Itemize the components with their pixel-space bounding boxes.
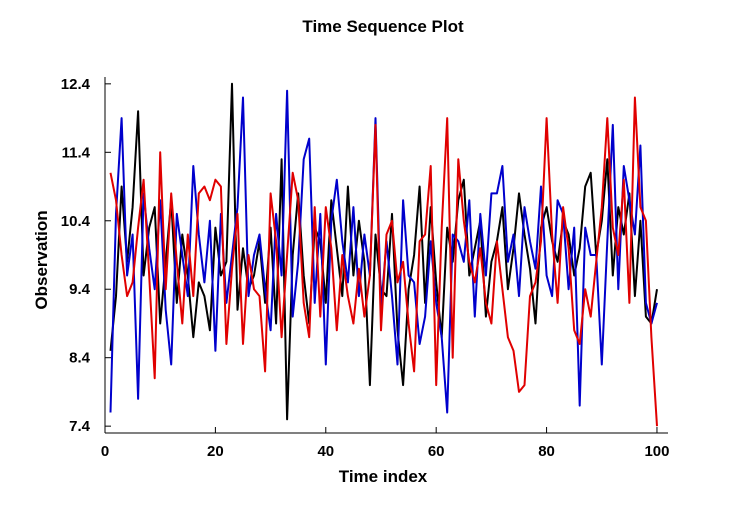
- series-lines: [109, 82, 658, 427]
- x-tick-label: 60: [428, 443, 445, 460]
- x-axis-label: Time index: [339, 467, 428, 486]
- y-tick-label: 10.4: [61, 213, 91, 230]
- x-tick-label: 0: [101, 443, 109, 460]
- y-axis-ticks: 7.4 8.4 9.4 10.4 11.4 12.4: [61, 76, 111, 435]
- chart-title: Time Sequence Plot: [302, 17, 464, 36]
- x-tick-label: 40: [317, 443, 334, 460]
- y-tick-label: 11.4: [62, 144, 91, 161]
- y-tick-label: 8.4: [69, 350, 91, 367]
- x-tick-label: 100: [644, 443, 669, 460]
- x-tick-label: 20: [207, 443, 224, 460]
- plot-frame: [104, 77, 668, 434]
- y-tick-label: 7.4: [69, 418, 91, 435]
- series-line-3: [109, 96, 658, 427]
- y-tick-label: 9.4: [69, 281, 91, 298]
- series-line-2: [109, 89, 658, 414]
- x-axis-ticks: 0 20 40 60 80 100: [101, 427, 669, 460]
- y-axis-label: Observation: [32, 210, 51, 309]
- y-tick-label: 12.4: [61, 76, 91, 93]
- x-tick-label: 80: [538, 443, 555, 460]
